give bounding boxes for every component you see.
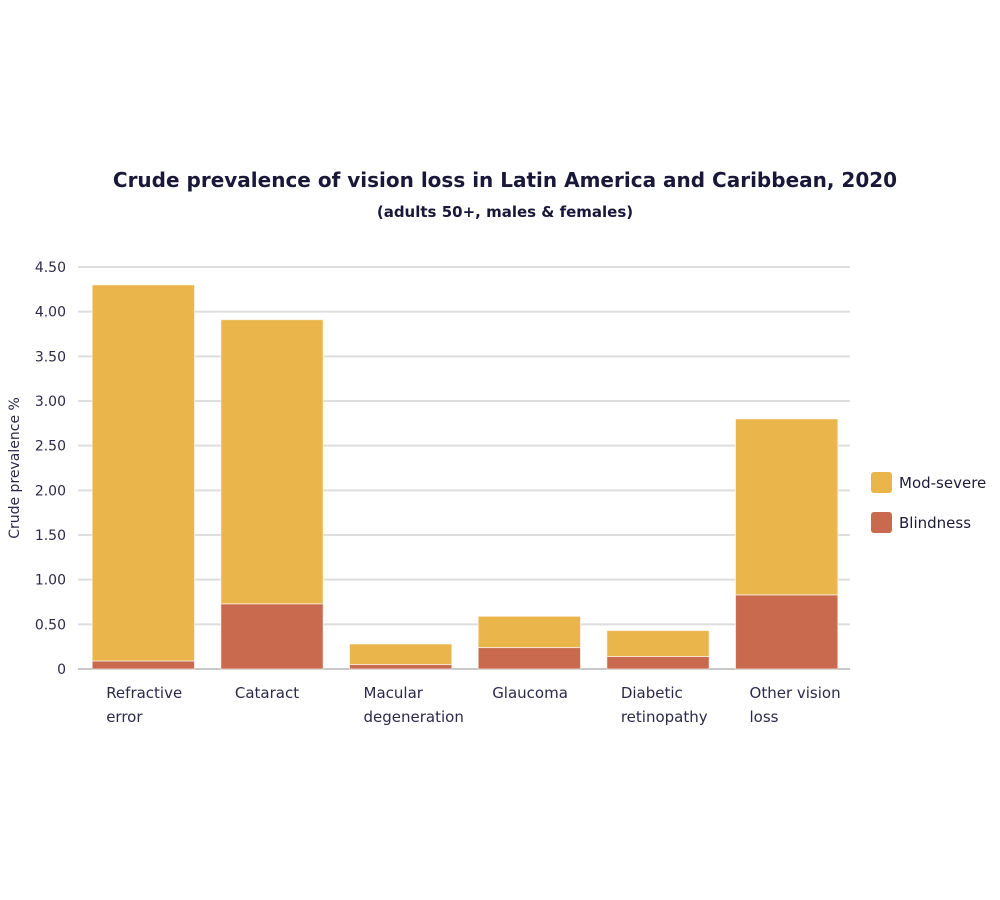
bar-blindness[interactable] — [477, 647, 581, 670]
x-tick-label: Diabetic retinopathy — [621, 684, 708, 726]
bars — [91, 284, 839, 670]
y-tick-label: 1.50 — [35, 528, 66, 544]
y-tick-label: 3.50 — [35, 349, 66, 365]
bar-mod-severe[interactable] — [91, 284, 195, 662]
bar-mod-severe[interactable] — [606, 630, 710, 657]
x-tick-label: Other vision loss — [750, 684, 841, 726]
y-tick-label: 4.00 — [35, 305, 66, 321]
legend-swatch — [871, 472, 892, 493]
bar-mod-severe[interactable] — [735, 418, 839, 596]
legend: Mod-severe Blindness — [871, 472, 986, 533]
bar-blindness[interactable] — [220, 603, 324, 670]
x-tick-label: Macular degeneration — [364, 684, 464, 726]
x-tick-label: Refractive error — [106, 684, 182, 726]
gridlines — [78, 266, 850, 670]
bar-blindness[interactable] — [735, 594, 839, 670]
chart-subtitle: (adults 50+, males & females) — [376, 203, 634, 221]
y-axis-ticks: 0 0.50 1.00 1.50 2.00 2.50 3.00 3.50 4.00 4.50 — [35, 260, 66, 678]
y-tick-label: 0 — [57, 662, 66, 678]
y-tick-label: 2.00 — [35, 483, 66, 499]
y-tick-label: 0.50 — [35, 617, 66, 633]
legend-label[interactable]: Blindness — [899, 514, 971, 532]
legend-label[interactable]: Mod-severe — [899, 474, 986, 492]
y-tick-label: 3.00 — [35, 394, 66, 410]
bar-mod-severe[interactable] — [220, 319, 324, 605]
chart-title: Crude prevalence of vision loss in Latin… — [112, 168, 898, 192]
y-axis-label: Crude prevalence % — [7, 397, 23, 539]
x-tick-label: Cataract — [235, 684, 299, 702]
bar-mod-severe[interactable] — [349, 643, 453, 666]
bar-mod-severe[interactable] — [477, 615, 581, 649]
x-tick-label: Glaucoma — [492, 684, 568, 702]
bar-blindness[interactable] — [91, 660, 195, 670]
y-tick-label: 1.00 — [35, 573, 66, 589]
y-tick-label: 2.50 — [35, 439, 66, 455]
bar-blindness[interactable] — [606, 655, 710, 670]
bar-blindness[interactable] — [349, 664, 453, 670]
legend-swatch — [871, 512, 892, 533]
x-axis-labels: Refractive error Cataract Macular degenerati… — [106, 684, 840, 726]
y-tick-label: 4.50 — [35, 260, 66, 276]
